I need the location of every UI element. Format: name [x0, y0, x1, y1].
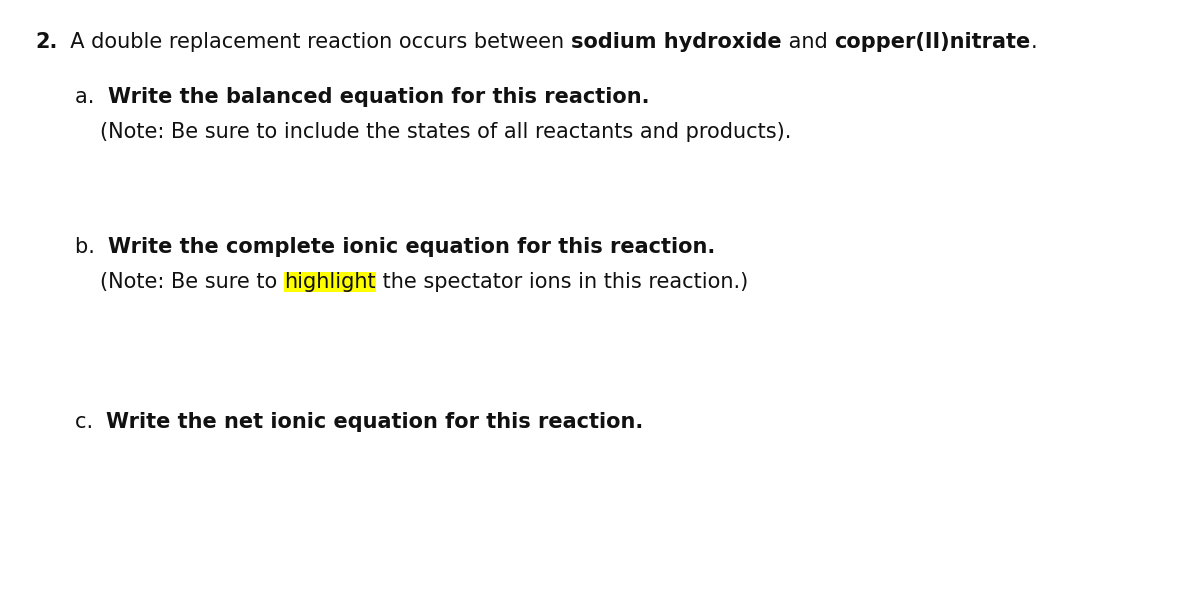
- Text: Write the complete ionic equation for this reaction.: Write the complete ionic equation for th…: [108, 237, 715, 257]
- Text: copper(II)nitrate: copper(II)nitrate: [834, 32, 1031, 52]
- Text: sodium hydroxide: sodium hydroxide: [571, 32, 781, 52]
- Text: the spectator ions in this reaction.): the spectator ions in this reaction.): [376, 272, 748, 292]
- Text: (Note: Be sure to: (Note: Be sure to: [100, 272, 284, 292]
- Text: Write the net ionic equation for this reaction.: Write the net ionic equation for this re…: [107, 412, 643, 432]
- Text: b.: b.: [74, 237, 108, 257]
- Text: A double replacement reaction occurs between: A double replacement reaction occurs bet…: [58, 32, 571, 52]
- Text: Write the balanced equation for this reaction.: Write the balanced equation for this rea…: [108, 87, 649, 107]
- Text: 2.: 2.: [35, 32, 58, 52]
- Text: highlight: highlight: [284, 272, 376, 292]
- Text: and: and: [781, 32, 834, 52]
- Text: .: .: [1031, 32, 1037, 52]
- Text: a.: a.: [74, 87, 108, 107]
- Bar: [284, 272, 376, 292]
- Text: (Note: Be sure to include the states of all reactants and products).: (Note: Be sure to include the states of …: [100, 122, 791, 142]
- Text: c.: c.: [74, 412, 107, 432]
